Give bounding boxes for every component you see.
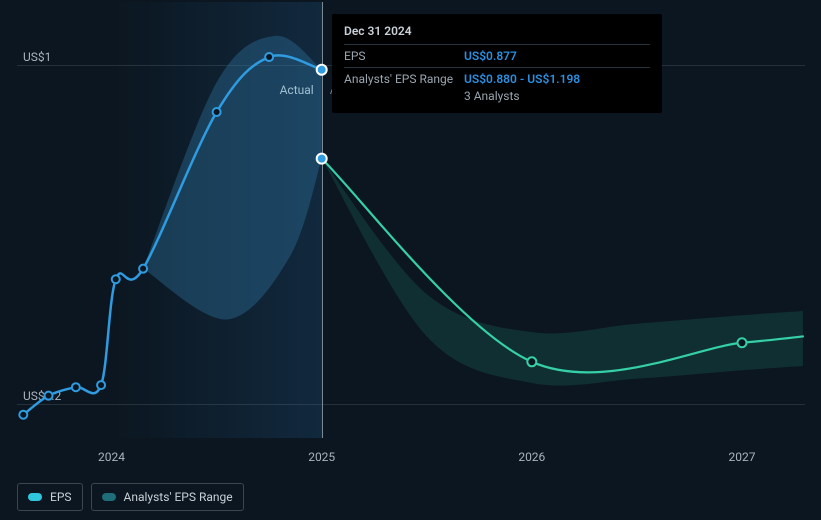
- forecast-marker: [737, 338, 746, 347]
- x-axis-label: 2026: [518, 450, 545, 464]
- forecast-line: [322, 159, 803, 373]
- tooltip-divider: [344, 67, 650, 68]
- tooltip-subtext: 3 Analysts: [464, 89, 650, 103]
- eps-marker: [97, 381, 105, 389]
- tooltip-key: Analysts' EPS Range: [344, 72, 464, 86]
- tooltip-divider: [344, 44, 650, 45]
- tooltip-row: EPSUS$0.877: [344, 49, 650, 63]
- legend-item[interactable]: EPS: [17, 483, 83, 511]
- tooltip-value: US$0.880 - US$1.198: [464, 72, 580, 86]
- eps-marker: [19, 411, 27, 419]
- y-axis-label: US$0.2: [23, 389, 61, 403]
- tooltip-row: Analysts' EPS RangeUS$0.880 - US$1.198: [344, 72, 650, 86]
- legend-swatch: [28, 493, 42, 501]
- x-axis-label: 2027: [728, 450, 755, 464]
- x-axis-label: 2024: [98, 450, 125, 464]
- tooltip-value: US$0.877: [464, 49, 517, 63]
- x-axis-label: 2025: [308, 450, 335, 464]
- tooltip: Dec 31 2024 EPSUS$0.877Analysts' EPS Ran…: [332, 14, 662, 113]
- legend-label: Analysts' EPS Range: [124, 490, 233, 504]
- tooltip-date: Dec 31 2024: [344, 24, 650, 38]
- actual-region-bg: [112, 2, 322, 438]
- eps-marker: [72, 383, 80, 391]
- legend-label: EPS: [50, 490, 72, 504]
- divider-line: [322, 2, 323, 438]
- label-actual: Actual: [280, 83, 314, 97]
- legend-swatch: [102, 493, 116, 501]
- legend-item[interactable]: Analysts' EPS Range: [91, 483, 244, 511]
- y-axis-label: US$1: [23, 50, 51, 64]
- tooltip-key: EPS: [344, 49, 464, 63]
- forecast-marker: [527, 357, 536, 366]
- forecast-range-band: [322, 159, 803, 386]
- legend: EPS Analysts' EPS Range: [17, 483, 244, 511]
